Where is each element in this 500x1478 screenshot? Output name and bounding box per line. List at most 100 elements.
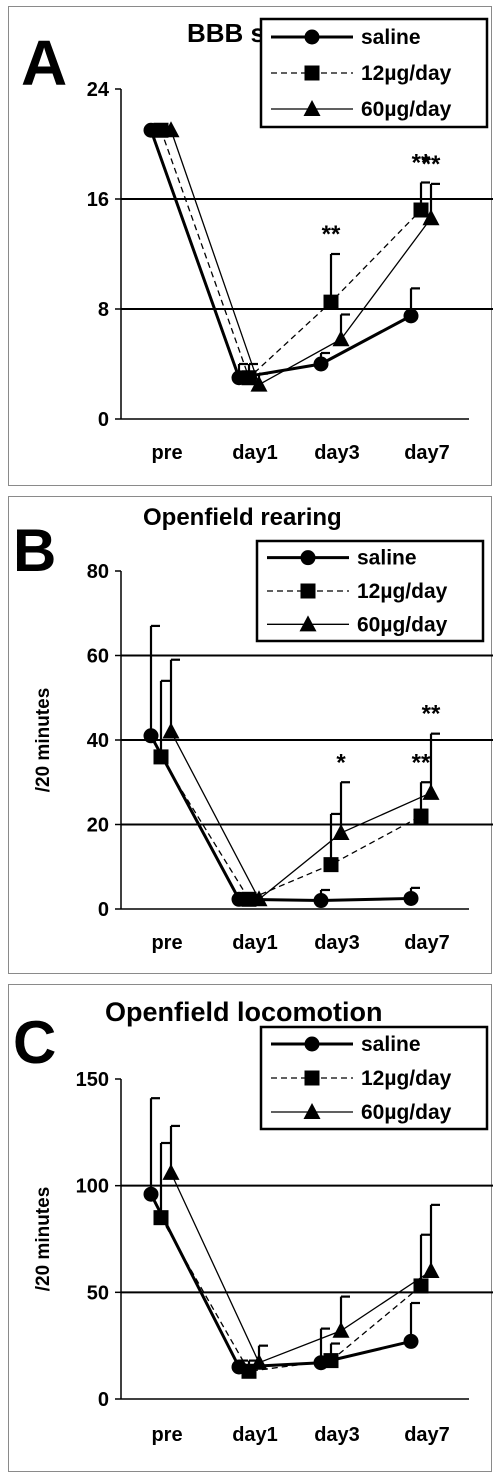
y-tick-label: 16: [87, 189, 109, 211]
legend-label: saline: [361, 26, 421, 49]
y-axis-label: /20 minutes: [33, 688, 54, 793]
data-point: [413, 808, 429, 824]
y-tick-label: 0: [98, 899, 109, 921]
data-point: [323, 1353, 339, 1369]
series-line: [160, 130, 422, 379]
x-tick-label: pre: [151, 442, 182, 464]
data-point: [162, 1163, 180, 1180]
data-point: [250, 890, 268, 907]
data-point: [403, 308, 419, 324]
legend-marker-square: [300, 583, 316, 599]
x-tick-label: pre: [151, 932, 182, 954]
panel-letter: B: [13, 517, 56, 584]
data-point: [143, 728, 159, 744]
legend-label: 60µg/day: [361, 1101, 452, 1124]
x-tick-label: day3: [314, 932, 360, 954]
series-circle: [143, 1097, 420, 1375]
data-point: [162, 121, 180, 138]
x-tick-label: day1: [232, 1424, 278, 1446]
y-tick-label: 60: [87, 646, 109, 668]
data-point: [153, 749, 169, 765]
y-tick-label: 100: [76, 1176, 109, 1198]
significance-mark: **: [412, 150, 431, 177]
x-tick-label: day3: [314, 442, 360, 464]
significance-mark: **: [422, 151, 441, 178]
legend-marker-triangle: [303, 100, 321, 116]
chart-title: Openfield locomotion: [105, 997, 383, 1027]
legend: saline 12µg/day 60µg/day: [259, 1025, 489, 1131]
x-tick-label: day7: [404, 932, 450, 954]
data-point: [413, 1278, 429, 1294]
data-point: [332, 1321, 350, 1338]
series-circle: [143, 122, 420, 386]
data-point: [422, 1262, 440, 1278]
y-tick-label: 40: [87, 730, 109, 752]
data-point: [422, 209, 440, 226]
series-triangle: [162, 1124, 440, 1370]
data-point: [323, 294, 339, 310]
y-axis-label: /20 minutes: [33, 1187, 54, 1292]
chart-b: B Openfield rearing 0 20 40 60 80 pre day1 day3 da…: [13, 504, 493, 954]
series-line: [170, 130, 432, 386]
y-tick-label: 24: [87, 79, 110, 101]
data-point: [323, 857, 339, 873]
series-line: [149, 735, 412, 903]
series-line: [160, 756, 422, 901]
data-point: [250, 1353, 268, 1370]
legend-label: 12µg/day: [357, 580, 448, 603]
series-line: [170, 1172, 432, 1364]
legend-marker-triangle: [303, 1103, 321, 1119]
data-point: [153, 1210, 169, 1226]
data-point: [313, 356, 329, 372]
x-tick-label: day1: [232, 442, 278, 464]
legend-marker-circle: [304, 1036, 320, 1052]
data-point: [162, 722, 180, 739]
legend-label: saline: [361, 1033, 421, 1056]
data-point: [403, 1333, 419, 1349]
series-line: [170, 731, 432, 901]
legend-marker-circle: [304, 29, 320, 45]
significance-mark: **: [412, 749, 431, 776]
data-point: [143, 1186, 159, 1202]
legend-marker-square: [304, 1070, 320, 1086]
y-tick-label: 8: [98, 299, 109, 321]
series-square: [153, 1141, 430, 1379]
data-point: [241, 370, 257, 386]
x-tick-label: day3: [314, 1424, 360, 1446]
data-point: [413, 202, 429, 218]
data-point: [403, 890, 419, 906]
legend-marker-circle: [300, 550, 316, 566]
y-tick-label: 0: [98, 409, 109, 431]
y-tick-label: 80: [87, 561, 109, 583]
legend-label: saline: [357, 547, 417, 570]
legend-label: 60µg/day: [361, 98, 452, 121]
legend-marker-square: [304, 65, 320, 81]
panel-letter: A: [21, 27, 67, 99]
data-point: [332, 330, 350, 347]
data-point: [250, 375, 268, 392]
panel-b: B Openfield rearing 0 20 40 60 80 pre day1 day3 da…: [8, 496, 493, 974]
y-tick-label: 150: [76, 1069, 109, 1091]
data-point: [332, 823, 350, 840]
series-line: [149, 129, 412, 380]
y-tick-label: 50: [87, 1282, 109, 1304]
x-tick-label: day7: [404, 1424, 450, 1446]
chart-c: C Openfield locomotion 0 50 100 150 pre day1 day…: [13, 997, 493, 1446]
series-circle: [143, 624, 420, 909]
data-point: [422, 783, 440, 800]
x-tick-label: pre: [151, 1424, 182, 1446]
significance-mark: **: [322, 221, 341, 248]
series-line: [149, 1193, 412, 1369]
significance-mark: *: [336, 749, 346, 776]
legend: saline 12µg/day 60µg/day: [259, 17, 489, 129]
legend-label: 12µg/day: [361, 1067, 452, 1090]
legend-marker-triangle: [299, 615, 317, 632]
legend-label: 60µg/day: [357, 613, 448, 636]
legend: saline 12µg/day 60µg/day: [255, 539, 485, 643]
panel-letter: C: [13, 1009, 56, 1076]
chart-title: Openfield rearing: [143, 504, 342, 531]
x-tick-label: day1: [232, 932, 278, 954]
legend-label: 12µg/day: [361, 62, 452, 85]
x-tick-label: day7: [404, 442, 450, 464]
